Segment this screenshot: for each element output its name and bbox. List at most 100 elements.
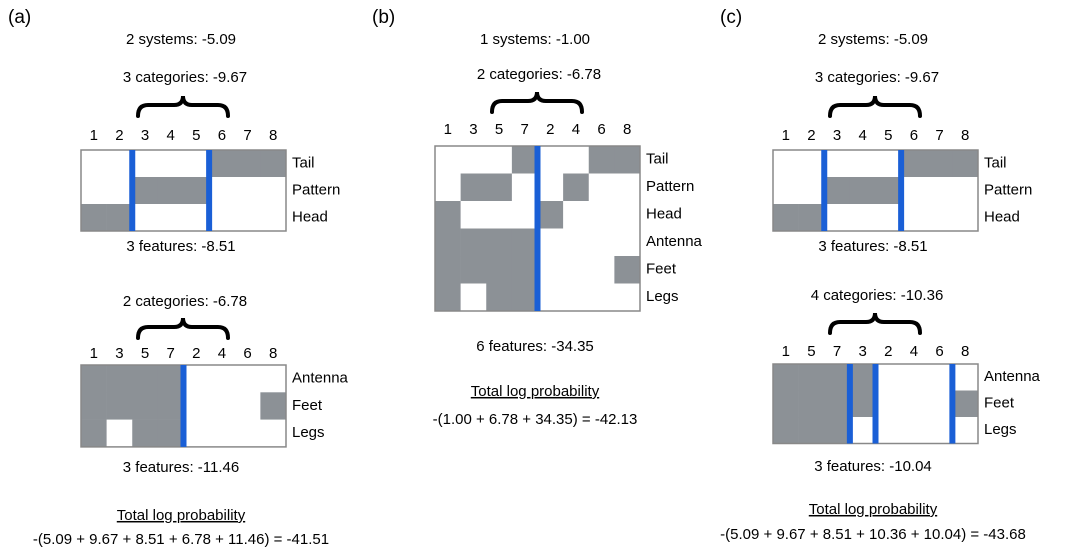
brace (136, 317, 230, 340)
cell (234, 365, 261, 393)
cell (614, 146, 641, 174)
cell (460, 256, 487, 284)
features-score: 3 features: -8.51 (126, 238, 235, 255)
cell (460, 173, 487, 202)
group-divider (180, 365, 187, 447)
cell (435, 173, 461, 202)
cell (81, 204, 107, 232)
cell (537, 173, 564, 202)
column-label: 7 (833, 343, 841, 360)
column-label: 1 (782, 127, 790, 144)
total-formula: -(5.09 + 9.67 + 8.51 + 6.78 + 11.46) = -… (33, 531, 329, 548)
systems-score: 2 systems: -5.09 (818, 31, 928, 48)
column-label: 2 (546, 121, 554, 138)
cell (901, 150, 928, 178)
group-divider (821, 150, 828, 231)
column-label: 6 (243, 345, 251, 362)
cell (824, 417, 851, 444)
row-label: Feet (292, 397, 323, 414)
cell (157, 365, 184, 393)
cell (849, 417, 876, 444)
cell (511, 228, 538, 257)
cell (460, 201, 487, 229)
cell (486, 201, 513, 229)
systems-score: 1 systems: -1.00 (480, 31, 590, 48)
features-score: 3 features: -11.46 (123, 459, 239, 476)
cell (588, 201, 615, 229)
categories-score: 3 categories: -9.67 (815, 69, 939, 86)
cell (952, 417, 979, 444)
cell (486, 146, 513, 174)
cell (849, 204, 876, 232)
column-label: 2 (884, 343, 892, 360)
cell (824, 364, 851, 391)
cell (952, 364, 979, 391)
column-label: 3 (833, 127, 841, 144)
cell (588, 173, 615, 202)
cell (537, 146, 564, 174)
cell (537, 228, 564, 257)
cell (511, 283, 538, 312)
cell (511, 146, 538, 174)
cell (435, 146, 461, 174)
column-label: 5 (141, 345, 149, 362)
row-label: Tail (984, 154, 1007, 171)
column-label: 1 (90, 127, 98, 144)
row-label: Pattern (292, 181, 340, 198)
brace (828, 95, 922, 118)
cell (106, 392, 133, 420)
cell (614, 173, 641, 202)
group-divider (872, 364, 879, 444)
cell (511, 173, 538, 202)
column-label: 2 (807, 127, 815, 144)
cell (537, 256, 564, 284)
cell (773, 150, 799, 178)
group-divider (898, 150, 905, 231)
features-score: 3 features: -8.51 (818, 238, 927, 255)
cell (234, 419, 261, 448)
cell (773, 390, 799, 418)
brace (490, 91, 584, 114)
row-label: Tail (292, 154, 315, 171)
cell (183, 419, 210, 448)
cell (588, 256, 615, 284)
cell (106, 419, 133, 448)
column-label: 4 (572, 121, 580, 138)
brace (136, 95, 230, 118)
cell (875, 177, 902, 205)
cell (537, 283, 564, 312)
cell (773, 364, 799, 391)
column-label: 6 (597, 121, 605, 138)
panel-label: (c) (720, 7, 742, 28)
cell (849, 150, 876, 178)
cell (81, 177, 107, 205)
cell (588, 228, 615, 257)
column-label: 1 (782, 343, 790, 360)
column-label: 4 (218, 345, 226, 362)
column-label: 8 (623, 121, 631, 138)
cell (926, 364, 953, 391)
cell (132, 204, 159, 232)
row-label: Antenna (984, 368, 1041, 385)
cell (460, 283, 487, 312)
categories-score: 2 categories: -6.78 (123, 293, 247, 310)
cell (926, 204, 953, 232)
cell (614, 256, 641, 284)
column-label: 4 (910, 343, 918, 360)
systems-score: 2 systems: -5.09 (126, 31, 236, 48)
cell (435, 201, 461, 229)
column-label: 6 (910, 127, 918, 144)
cell (875, 150, 902, 178)
cell (183, 177, 210, 205)
column-label: 5 (495, 121, 503, 138)
column-label: 5 (884, 127, 892, 144)
cell (563, 201, 590, 229)
cell (798, 150, 825, 178)
cell (132, 392, 159, 420)
cell (926, 390, 953, 418)
column-label: 2 (115, 127, 123, 144)
row-label: Pattern (646, 178, 694, 195)
cell (486, 173, 513, 202)
cell (157, 204, 184, 232)
